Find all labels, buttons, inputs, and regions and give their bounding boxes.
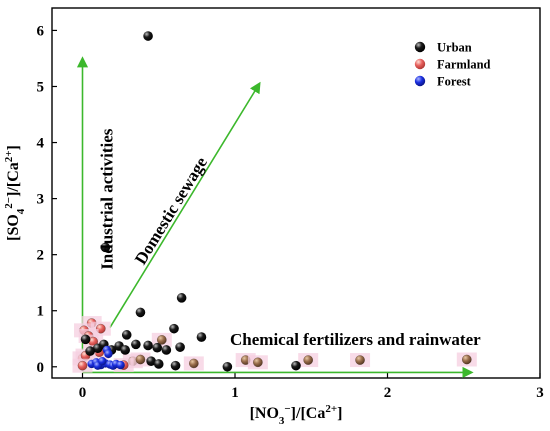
y-tick-label: 4	[37, 136, 45, 152]
x-tick-label: 1	[231, 385, 239, 401]
urban-point	[100, 242, 111, 253]
y-tick-labels: 0 1 2 3 4 5 6	[37, 23, 45, 375]
farmland-point	[462, 354, 472, 365]
urban-point	[169, 323, 179, 334]
x-tick-labels: 0 1 2 3	[79, 385, 544, 401]
urban-point	[152, 342, 163, 353]
axis-ticks	[52, 29, 541, 378]
urban-point	[196, 332, 207, 342]
plot-frame	[51, 7, 541, 379]
urban-point	[176, 293, 187, 303]
farmland-point	[355, 355, 365, 365]
farmland-point	[253, 357, 263, 368]
urban-point	[153, 359, 164, 369]
forest-point	[116, 360, 125, 370]
y-tick-label: 2	[37, 248, 45, 264]
legend: Urban Farmland Forest	[414, 41, 491, 89]
urban-point	[143, 31, 153, 41]
legend-marker-farmland	[414, 58, 426, 70]
legend-label-forest: Forest	[437, 75, 472, 89]
annotation-domestic-sewage: Domestic sewage	[131, 153, 211, 268]
legend-marker-urban	[414, 41, 426, 53]
annotation-industrial-activities: Industrial activities	[98, 128, 117, 270]
urban-point	[143, 340, 153, 351]
urban-point	[222, 361, 233, 372]
y-tick-label: 1	[37, 304, 45, 320]
legend-marker-forest	[414, 75, 426, 87]
data-points	[72, 31, 477, 373]
y-tick-label: 3	[37, 192, 45, 208]
urban-point	[131, 339, 141, 350]
farmland-point	[189, 358, 199, 369]
x-tick-label: 3	[536, 385, 544, 401]
urban-point	[291, 360, 301, 371]
y-tick-label: 5	[37, 79, 45, 95]
y-axis-label: [SO42−]/[Ca2+]	[3, 145, 27, 241]
urban-point	[85, 346, 95, 356]
forest-point	[98, 356, 107, 366]
farmland-point	[77, 360, 88, 371]
urban-point	[146, 356, 156, 366]
urban-point	[120, 345, 130, 355]
y-tick-label: 6	[37, 23, 45, 39]
x-tick-label: 2	[384, 385, 392, 401]
farmland-point	[303, 355, 313, 365]
urban-point	[135, 307, 146, 318]
legend-label-farmland: Farmland	[437, 58, 491, 72]
annotation-arrows	[76, 56, 474, 378]
y-tick-label: 0	[37, 360, 45, 376]
annotation-chemical-fertilizers: Chemical fertilizers and rainwater	[230, 330, 481, 349]
urban-point	[175, 342, 185, 352]
annotation-labels: Industrial activities Domestic sewage Chem…	[98, 128, 482, 349]
farmland-point	[135, 354, 146, 365]
urban-point	[80, 334, 91, 345]
forest-point	[104, 349, 113, 359]
annotation-arrow-1	[109, 81, 261, 328]
legend-label-urban: Urban	[437, 41, 472, 55]
x-tick-label: 0	[79, 385, 87, 401]
urban-point	[161, 345, 172, 355]
x-axis-label: [NO3−]/[Ca2+]	[250, 403, 343, 427]
urban-point	[121, 330, 132, 340]
farmland-point	[157, 335, 167, 345]
urban-point	[170, 360, 181, 371]
